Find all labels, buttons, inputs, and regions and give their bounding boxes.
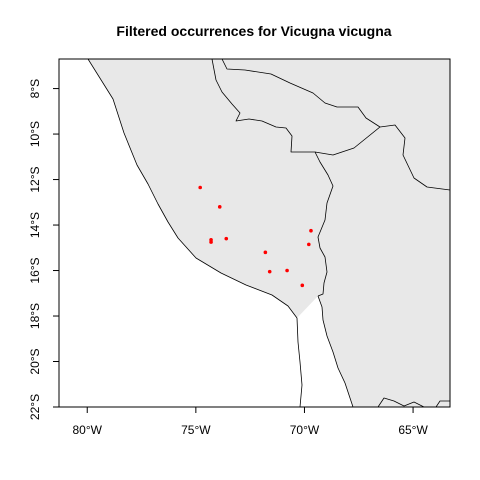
x-tick-label: 65°W <box>398 423 428 437</box>
border-bolivia-south <box>317 295 354 407</box>
y-tick-label: 16°S <box>28 257 42 283</box>
y-tick-label: 22°S <box>28 394 42 420</box>
y-tick-label: 8°S <box>28 79 42 98</box>
x-tick-label: 80°W <box>72 423 102 437</box>
occurrence-point <box>198 185 202 190</box>
occurrence-point <box>309 228 313 233</box>
plot-frame <box>58 58 451 408</box>
border-chile-argentina <box>296 317 303 407</box>
occurrence-point <box>285 268 289 273</box>
border-paraguay <box>377 397 450 407</box>
y-tick-label: 10°S <box>28 121 42 147</box>
x-axis: 80°W 75°W 70°W 65°W <box>72 407 428 437</box>
occurrence-point <box>209 240 213 244</box>
occurrence-point <box>307 242 311 247</box>
occurrence-point <box>224 236 229 241</box>
coastline <box>87 59 298 319</box>
y-tick-label: 20°S <box>28 348 42 374</box>
map-title: Filtered occurrences for Vicugna vicugna <box>116 23 391 39</box>
occurrence-point <box>217 205 222 209</box>
y-axis: 8°S 10°S 12°S 14°S 16°S 18°S 20°S 22°S <box>28 79 59 420</box>
land-mass <box>88 59 450 407</box>
occurrence-points <box>198 185 313 288</box>
occurrence-point <box>267 269 272 274</box>
y-tick-label: 18°S <box>28 303 42 329</box>
x-tick-label: 75°W <box>181 423 211 437</box>
plot-area <box>87 59 450 407</box>
occurrence-point <box>300 283 305 288</box>
x-tick-label: 70°W <box>290 423 320 437</box>
y-tick-label: 14°S <box>28 212 42 238</box>
y-tick-label: 12°S <box>28 166 42 192</box>
occurrence-point <box>263 250 268 255</box>
border-northeast <box>221 59 450 191</box>
border-bolivia-brazil <box>314 126 381 156</box>
